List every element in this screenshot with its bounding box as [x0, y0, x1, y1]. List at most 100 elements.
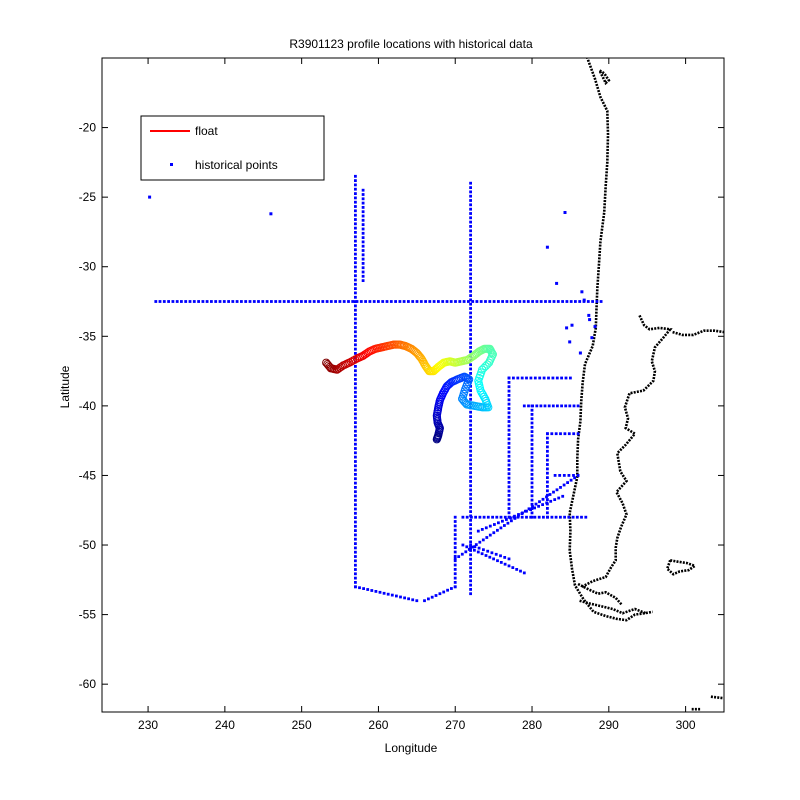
historical-point	[469, 320, 472, 323]
historical-point	[361, 218, 365, 222]
legend: float historical points	[140, 115, 325, 181]
historical-point	[509, 300, 513, 303]
legend-box	[140, 115, 325, 181]
historical-point	[509, 516, 512, 520]
historical-point	[535, 404, 539, 408]
historical-point	[354, 252, 357, 256]
x-tick-label: 290	[599, 718, 619, 732]
historical-point	[469, 346, 472, 349]
historical-point	[462, 300, 466, 303]
float-profile-marker	[477, 388, 486, 397]
historical-point	[584, 515, 588, 519]
historical-point	[572, 432, 576, 436]
historical-point	[482, 548, 485, 552]
historical-point	[478, 515, 482, 519]
historical-point	[546, 498, 549, 501]
historical-point	[354, 542, 357, 545]
historical-point	[531, 300, 534, 303]
historical-point	[551, 376, 555, 380]
historical-point	[385, 300, 389, 303]
historical-point	[469, 393, 472, 397]
historical-point	[354, 343, 357, 347]
historical-point	[469, 588, 472, 591]
historical-point	[492, 300, 496, 303]
legend-float-label: float	[195, 124, 218, 138]
historical-point	[556, 300, 560, 303]
historical-point	[354, 382, 357, 386]
historical-point	[573, 476, 576, 480]
historical-point	[499, 554, 502, 558]
historical-point	[214, 300, 218, 303]
historical-point	[469, 181, 472, 185]
historical-point	[549, 499, 553, 503]
historical-point	[537, 515, 541, 519]
historical-point	[507, 437, 511, 441]
historical-point	[469, 207, 472, 211]
historical-point	[499, 515, 503, 519]
float-profile-marker	[432, 435, 441, 444]
historical-point	[545, 501, 549, 505]
historical-point	[354, 200, 357, 204]
historical-point	[469, 389, 472, 392]
historical-point	[347, 300, 350, 303]
historical-point	[361, 253, 365, 257]
historical-point	[530, 425, 534, 429]
historical-point	[530, 443, 534, 446]
historical-point	[269, 212, 273, 216]
historical-point	[354, 192, 357, 195]
historical-point	[354, 399, 357, 403]
historical-point	[361, 201, 365, 205]
historical-point	[479, 300, 483, 303]
historical-point	[469, 328, 472, 332]
historical-point	[527, 404, 530, 408]
historical-point	[469, 272, 472, 276]
historical-point	[599, 300, 603, 303]
historical-point	[470, 515, 473, 519]
historical-point	[434, 594, 438, 597]
historical-point	[354, 425, 357, 429]
historical-point	[469, 488, 472, 492]
historical-point	[530, 408, 534, 412]
historical-point	[354, 334, 357, 338]
historical-point	[354, 239, 357, 243]
historical-point	[469, 263, 472, 267]
historical-point	[469, 259, 472, 263]
historical-point	[587, 313, 591, 317]
historical-point	[507, 511, 511, 515]
y-tick-label: -25	[79, 190, 97, 204]
historical-point	[469, 518, 472, 522]
historical-point	[538, 500, 541, 504]
historical-point	[507, 398, 511, 402]
historical-point	[469, 341, 472, 345]
historical-point	[453, 537, 457, 541]
historical-point	[530, 464, 534, 468]
historical-point	[469, 238, 472, 241]
historical-point	[453, 550, 457, 554]
historical-point	[354, 265, 357, 269]
historical-point	[519, 569, 522, 573]
historical-point	[566, 481, 569, 484]
historical-point	[507, 411, 511, 415]
historical-point	[377, 300, 380, 303]
historical-point	[533, 515, 537, 519]
historical-point	[546, 515, 549, 519]
historical-point	[495, 515, 499, 519]
historical-point	[227, 300, 230, 303]
historical-point	[569, 376, 572, 380]
historical-point	[496, 528, 499, 532]
historical-track-9	[507, 376, 572, 380]
historical-point	[484, 300, 487, 303]
historical-point	[469, 225, 472, 228]
historical-point	[507, 394, 511, 397]
historical-point	[471, 545, 475, 549]
historical-point	[507, 468, 511, 471]
historical-point	[530, 494, 534, 498]
historical-point	[494, 552, 498, 556]
historical-point	[304, 300, 307, 303]
historical-point	[576, 474, 580, 477]
historical-point	[469, 337, 472, 341]
historical-point	[361, 262, 365, 265]
historical-point	[469, 367, 472, 371]
historical-point	[507, 515, 511, 519]
historical-point	[158, 300, 162, 303]
